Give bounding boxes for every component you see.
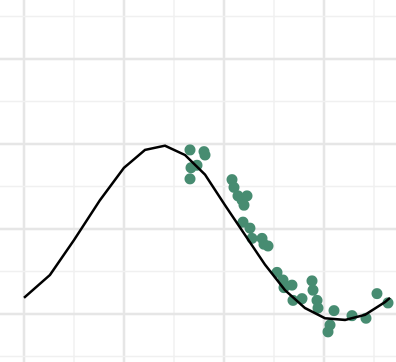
point [307, 284, 319, 296]
point [286, 279, 298, 291]
fit-line [23, 144, 391, 322]
point [184, 144, 196, 156]
point [228, 181, 240, 193]
point [238, 199, 250, 211]
point [244, 222, 256, 234]
point [306, 275, 318, 287]
point [312, 302, 324, 314]
point [241, 190, 253, 202]
point [199, 149, 211, 161]
point [322, 326, 334, 338]
point [371, 288, 383, 300]
point [382, 297, 394, 309]
point [184, 173, 196, 185]
point [287, 294, 299, 306]
point [328, 305, 340, 317]
point [262, 240, 274, 252]
